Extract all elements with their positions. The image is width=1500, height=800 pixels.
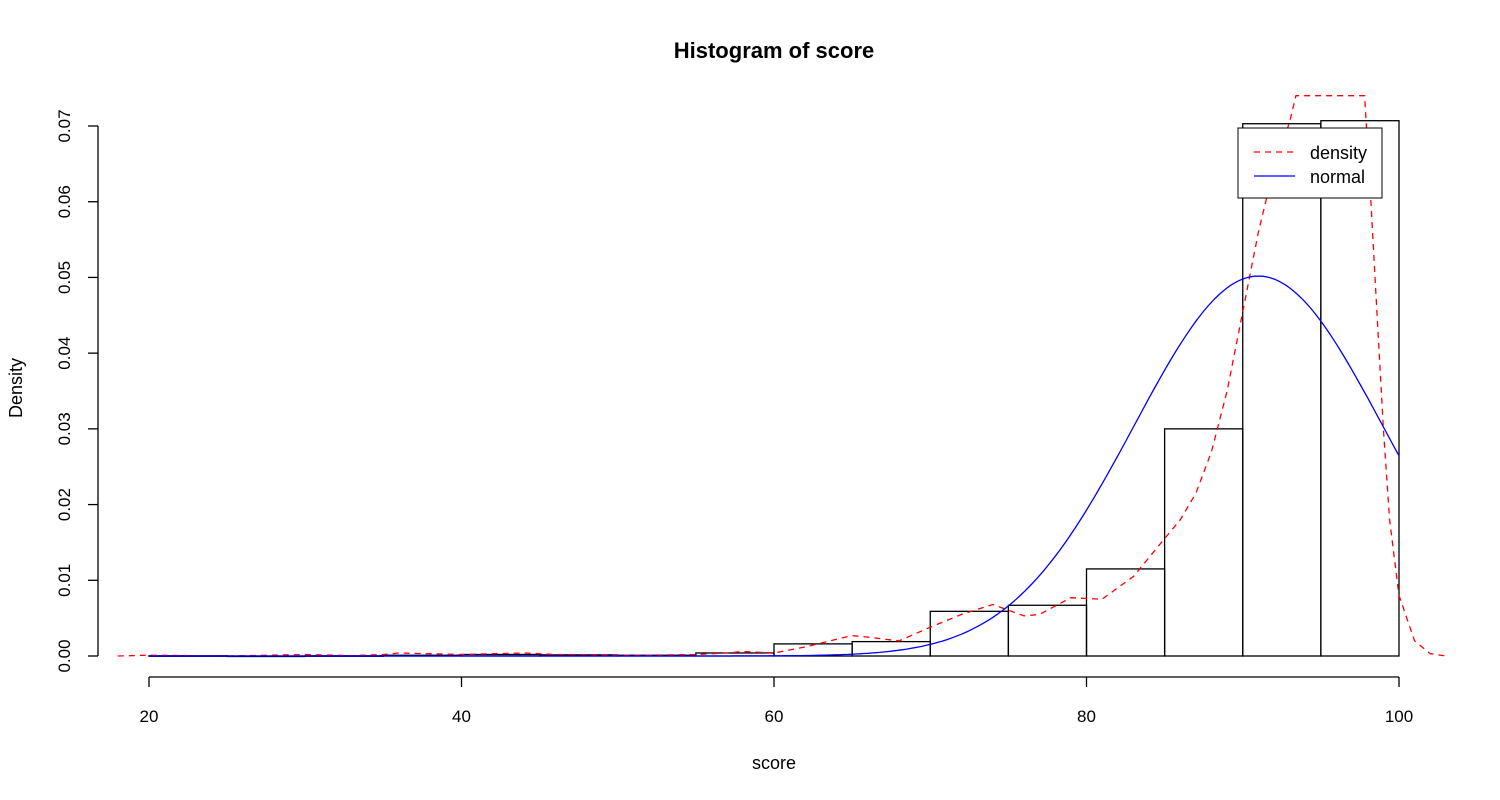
x-axis: 20 40 60 80 100	[140, 676, 1413, 726]
y-axis-label: Density	[6, 358, 26, 418]
x-tick-label: 100	[1385, 707, 1413, 726]
y-tick-label: 0.04	[55, 337, 74, 370]
legend-box	[1237, 127, 1383, 199]
x-tick-label: 80	[1077, 707, 1096, 726]
x-tick-label: 40	[452, 707, 471, 726]
histogram-bar	[1320, 120, 1400, 657]
y-tick-label: 0.05	[55, 261, 74, 294]
density-curve	[117, 95, 1446, 657]
y-tick-label: 0.07	[55, 109, 74, 142]
histogram-bar	[1007, 604, 1088, 657]
histogram-bars	[148, 120, 1400, 658]
legend: density normal	[1237, 127, 1383, 199]
histogram-bar	[1242, 123, 1322, 657]
y-tick-label: 0.03	[55, 412, 74, 445]
y-tick-label: 0.02	[55, 488, 74, 521]
x-tick-label: 60	[765, 707, 784, 726]
histogram-bar	[1163, 428, 1244, 657]
x-axis-label: score	[752, 753, 796, 773]
histogram-bar	[929, 610, 1010, 657]
x-tick-label: 20	[140, 707, 159, 726]
legend-density-label: density	[1310, 143, 1367, 163]
chart-title: Histogram of score	[674, 38, 875, 63]
y-tick-label: 0.06	[55, 185, 74, 218]
legend-normal-label: normal	[1310, 167, 1365, 187]
curve-layer	[117, 95, 1446, 657]
y-tick-label: 0.00	[55, 639, 74, 672]
histogram-bar	[1085, 568, 1166, 657]
y-axis: 0.00 0.01 0.02 0.03 0.04 0.05 0.06 0.07	[55, 109, 99, 673]
y-tick-label: 0.01	[55, 564, 74, 597]
normal-curve	[149, 275, 1400, 657]
